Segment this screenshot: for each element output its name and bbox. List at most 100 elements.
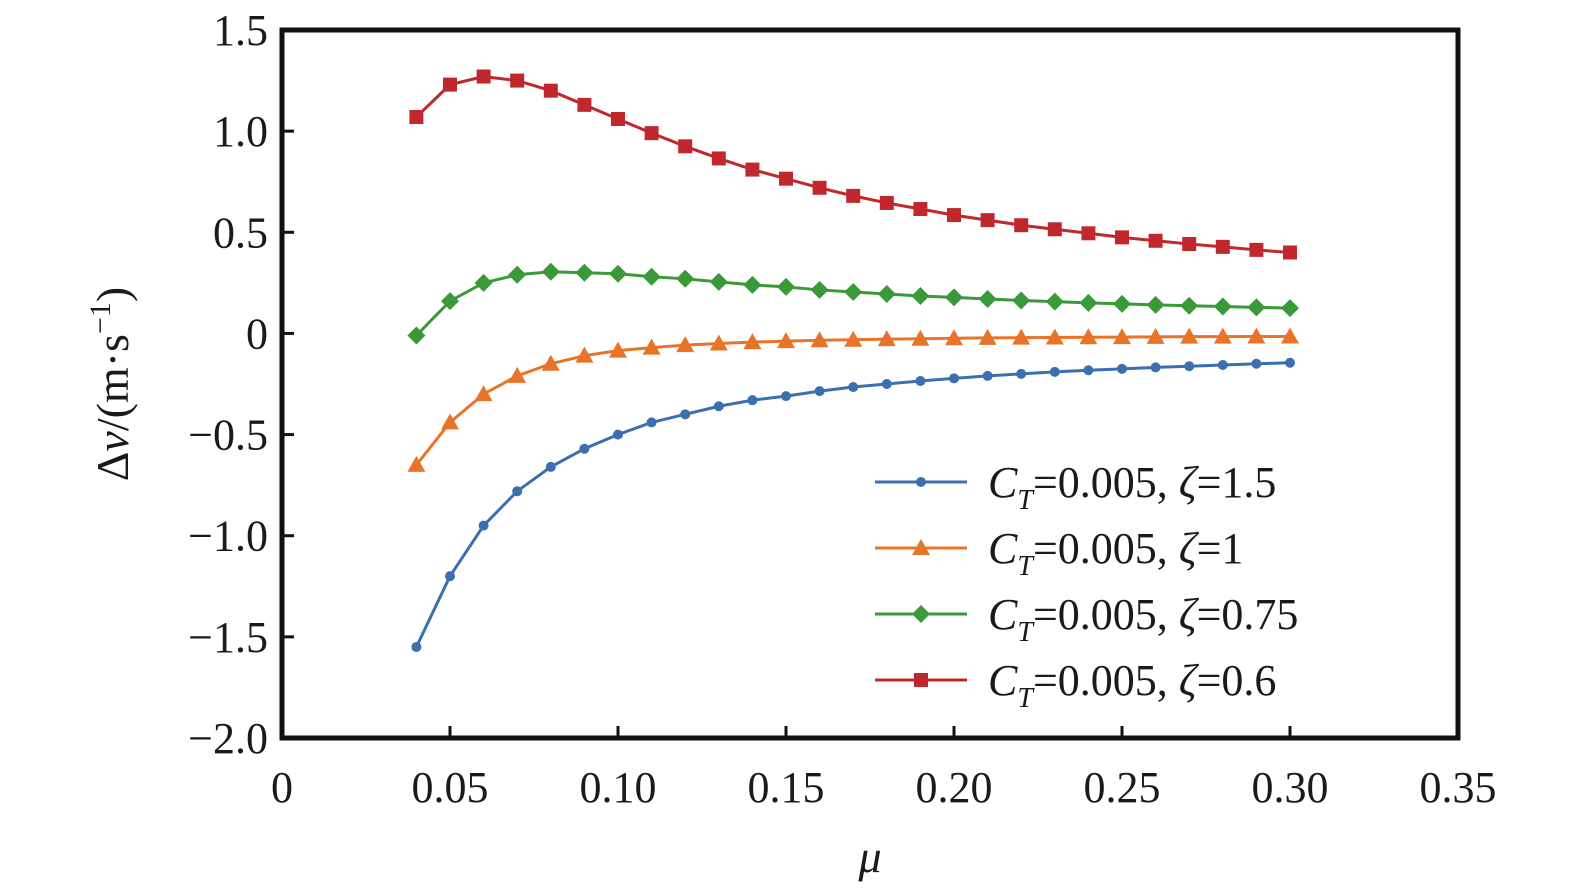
data-point [541,354,560,371]
data-point [945,329,963,346]
legend-marker [914,673,928,687]
data-point [1281,327,1299,344]
data-point [911,329,930,346]
data-point [812,180,827,195]
data-point [541,262,560,281]
data-point [1113,328,1131,345]
data-point [676,336,695,353]
data-point [642,338,661,355]
legend-label-zeta: ζ [1179,458,1200,507]
data-point [508,366,527,383]
data-point [1083,365,1094,376]
legend-label-rest: =0.005, [1033,590,1179,639]
legend-label-sub: T [1017,485,1035,516]
legend-label-value: =1 [1197,524,1244,573]
data-point [1150,362,1161,373]
data-point [676,269,695,288]
x-tick-label: 0.25 [1084,763,1161,812]
data-point [407,455,426,472]
x-tick-label: 0.15 [748,763,825,812]
series-1 [411,357,1295,652]
data-point [743,275,762,294]
data-point [441,292,459,311]
data-point [781,391,791,402]
plot-axes: 0 0.05 0.10 0.15 0.20 0.25 0.30 0.351.51.00.50−… [188,6,1496,812]
data-point [575,346,594,363]
y-tick-label: 0.5 [213,208,268,257]
y-tick-label: −2.0 [188,714,268,763]
data-point [1213,327,1232,344]
legend-label-rest: =0.005, [1033,524,1179,573]
data-point [1049,366,1060,377]
data-point [1047,222,1062,237]
data-point [881,379,892,389]
data-point [644,126,659,141]
legend-item: CT=0.005, ζ=1 [875,524,1243,582]
y-axis-title-unit: /(m·s [87,334,138,431]
legend-label-c: C [988,656,1018,705]
data-point [810,280,829,299]
data-point [411,641,422,652]
y-tick-label: −1.0 [188,512,268,561]
data-point [877,284,896,303]
y-axis-title-sup: −1 [84,302,117,334]
series-layer [407,69,1299,652]
data-point [1014,218,1029,233]
y-axis-title-close: ) [87,287,138,302]
data-point [1115,230,1129,245]
data-point [575,263,594,282]
legend-label-sub: T [1017,551,1035,582]
data-point [713,401,724,412]
data-point [877,330,896,347]
data-point [407,326,426,345]
data-point [879,195,894,210]
data-point [646,417,657,428]
data-point [777,332,795,349]
legend-label: CT=0.005, ζ=0.6 [988,656,1276,714]
data-point [747,395,758,406]
data-point [1146,295,1165,314]
data-point [1217,359,1228,370]
data-point [945,288,963,307]
legend-label-c: C [988,458,1018,507]
legend-label-zeta: ζ [1179,524,1200,573]
x-tick-label: 0.05 [412,763,489,812]
data-point [476,69,491,84]
data-point [510,73,525,88]
legend-item: CT=0.005, ζ=0.75 [875,590,1298,648]
data-point [709,272,728,291]
data-point [711,151,726,166]
legend-label-value: =0.6 [1197,656,1277,705]
legend-label-c: C [988,524,1018,573]
legend-label-value: =1.5 [1197,458,1277,507]
y-tick-label: −0.5 [188,411,268,460]
data-point [1251,358,1262,369]
data-point [978,328,997,345]
data-point [1148,233,1163,248]
y-tick-label: 1.0 [213,107,268,156]
data-point [911,287,930,306]
data-point [1285,357,1295,368]
data-point [982,370,993,381]
data-point [1079,293,1098,312]
x-tick-label: 0.10 [580,763,657,812]
legend-label-rest: =0.005, [1033,656,1179,705]
data-point [1247,327,1266,344]
data-point [913,202,928,217]
data-point [743,333,762,350]
data-point [1281,299,1299,318]
legend-label-zeta: ζ [1179,656,1200,705]
legend: CT=0.005, ζ=1.5CT=0.005, ζ=1CT=0.005, ζ=… [862,448,1422,718]
data-point [810,331,829,348]
data-point [1117,363,1127,374]
data-point [814,386,825,397]
data-point [1045,328,1064,345]
legend-label: CT=0.005, ζ=1 [988,524,1243,582]
data-point [474,385,493,402]
data-point [609,264,627,283]
data-point [443,77,457,92]
data-point [577,97,592,112]
data-point [1012,291,1031,310]
legend-item: CT=0.005, ζ=0.6 [875,656,1276,714]
